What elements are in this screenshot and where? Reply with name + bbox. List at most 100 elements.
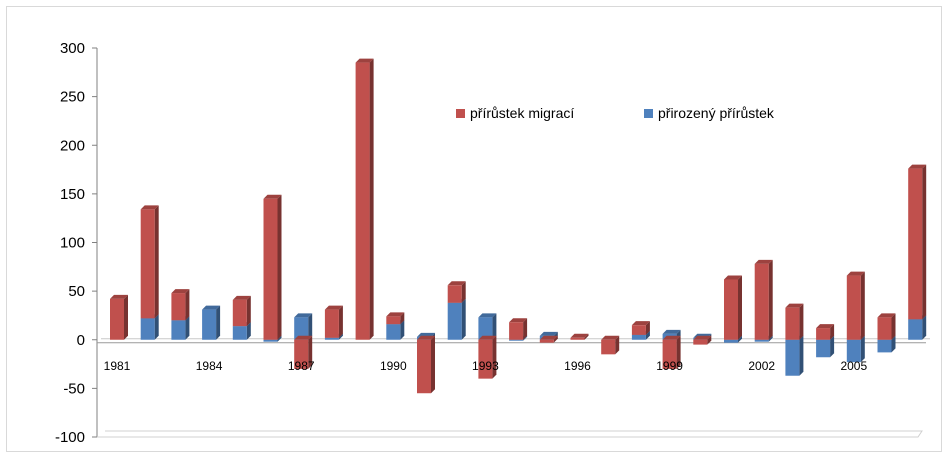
x-tick-label: 2005 [840, 359, 867, 373]
bar-migration-1988 [324, 309, 339, 338]
bar-natural-1987 [294, 317, 309, 340]
bar-migration-2005-side [860, 271, 865, 340]
bar-natural-1988-side [338, 333, 343, 340]
bar-natural-1993 [478, 317, 493, 340]
bar-migration-1993-side [492, 335, 497, 379]
bar-migration-1994-side [523, 318, 528, 340]
bar-migration-1999 [662, 339, 677, 369]
bar-natural-2005 [846, 339, 861, 363]
bar-migration-2003-side [799, 303, 804, 340]
bar-migration-2002-side [768, 259, 773, 340]
bar-migration-1982-side [154, 205, 159, 319]
bar-migration-2001-top [724, 275, 742, 280]
bar-natural-1992-side [461, 298, 466, 340]
bar-natural-1984-side [216, 305, 221, 340]
bar-migration-1981-top [110, 294, 128, 299]
legend-label-migration: přírůstek migrací [470, 105, 574, 121]
bar-migration-1996 [570, 337, 585, 340]
bar-natural-1998 [631, 334, 646, 340]
bar-migration-1986-top [263, 194, 282, 199]
bar-migration-1998 [631, 325, 646, 335]
bar-natural-2005-side [860, 335, 865, 363]
x-tick-label: 1987 [288, 359, 315, 373]
bar-migration-1994-top [509, 318, 528, 323]
bar-migration-1982 [140, 209, 155, 319]
bar-natural-2001 [724, 339, 738, 343]
bar-natural-1982 [140, 318, 155, 340]
bar-natural-1993-top [478, 313, 497, 318]
bar-migration-1981-side [124, 294, 128, 340]
bar-natural-1998-side [645, 330, 650, 340]
bar-migration-2007-top [908, 164, 927, 169]
bar-natural-1993-side [492, 313, 497, 340]
bar-migration-1992-side [461, 281, 466, 303]
y-tick-label: 300 [60, 40, 85, 57]
bar-natural-2002 [754, 339, 769, 342]
y-tick-label: 150 [60, 186, 85, 203]
y-tick-label: 200 [60, 137, 85, 154]
bar-migration-2005 [846, 275, 861, 340]
bar-migration-1988-side [338, 305, 343, 338]
bar-migration-1992-top [447, 281, 466, 286]
bar-natural-2007-side [922, 315, 927, 340]
bar-migration-1990 [386, 316, 401, 325]
x-tick-label: 1993 [472, 359, 499, 373]
bar-migration-1989-top [355, 58, 374, 63]
bar-natural-1983-side [185, 316, 190, 340]
bar-migration-1986 [263, 198, 278, 340]
bar-natural-2001-side [738, 335, 742, 343]
bar-natural-1987-side [308, 313, 313, 340]
bar-migration-1997 [601, 339, 616, 355]
bar-migration-2001-side [738, 275, 742, 340]
bar-migration-1998-side [645, 321, 650, 335]
bar-natural-1982-side [154, 314, 159, 340]
bar-migration-1991 [417, 339, 431, 394]
x-tick-label: 2002 [748, 359, 775, 373]
bar-migration-1985 [232, 299, 247, 327]
bar-natural-1985 [232, 326, 247, 340]
bar-natural-1986 [263, 339, 278, 342]
bar-migration-1993-top [478, 335, 497, 340]
bar-migration-1993 [478, 339, 493, 379]
y-tick-label: 0 [77, 332, 85, 349]
bar-natural-2003-side [799, 335, 804, 376]
bar-migration-2007 [908, 168, 923, 320]
bar-migration-1987-top [294, 335, 313, 340]
bar-natural-2003 [785, 339, 800, 376]
bar-migration-2004 [816, 328, 831, 340]
bar-migration-1989 [355, 62, 370, 340]
y-tick-label: 100 [60, 235, 85, 252]
bar-migration-1999-top [662, 335, 681, 340]
bar-natural-2006 [877, 339, 892, 353]
bar-natural-1985-side [246, 322, 251, 340]
bar-migration-1995 [539, 339, 554, 343]
bar-migration-1982-top [140, 205, 159, 210]
x-tick-label: 1981 [104, 359, 131, 373]
bar-natural-1986-side [277, 335, 282, 342]
bar-migration-1983-top [171, 289, 190, 294]
bar-migration-2004-side [830, 324, 835, 340]
bar-natural-2004 [816, 339, 831, 358]
bar-migration-1991-top [417, 335, 435, 340]
bar-migration-2002 [754, 263, 769, 340]
bar-migration-2003-top [785, 303, 804, 308]
bar-natural-1990 [386, 324, 401, 340]
bar-natural-2006-side [891, 335, 896, 353]
bar-natural-1992 [447, 302, 462, 340]
x-tick-label: 1984 [196, 359, 223, 373]
bar-migration-1990-top [386, 312, 405, 317]
bar-natural-1984 [202, 309, 217, 340]
bar-migration-1989-side [369, 58, 374, 340]
bar-migration-1985-side [246, 295, 251, 327]
bar-natural-2007 [908, 319, 923, 340]
bar-migration-1988-top [324, 305, 343, 310]
bar-migration-2006 [877, 317, 892, 340]
bar-migration-2000-top [693, 335, 712, 340]
bar-migration-1983-side [185, 289, 190, 321]
bar-migration-1996-side [584, 333, 589, 340]
bar-migration-1987 [294, 339, 309, 369]
bar-migration-1986-side [277, 194, 282, 340]
bar-migration-1990-side [400, 312, 405, 325]
chart-floor [97, 430, 923, 438]
